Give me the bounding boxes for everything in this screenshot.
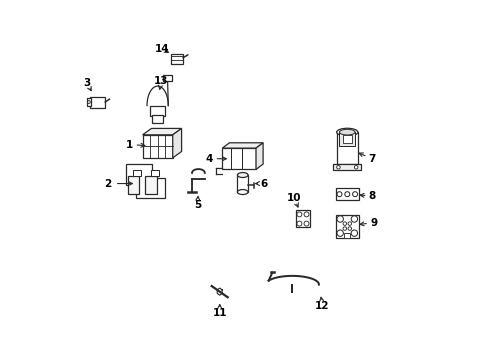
Polygon shape — [142, 135, 172, 158]
Text: 1: 1 — [125, 140, 133, 149]
Text: 13: 13 — [154, 76, 168, 86]
Circle shape — [336, 166, 340, 169]
Bar — [145, 176, 156, 194]
Bar — [332, 164, 361, 170]
Circle shape — [296, 221, 301, 226]
Ellipse shape — [339, 129, 354, 135]
Text: 12: 12 — [315, 301, 329, 311]
Bar — [90, 97, 105, 108]
Polygon shape — [222, 148, 256, 169]
Bar — [127, 176, 139, 194]
Circle shape — [347, 227, 351, 230]
Text: 7: 7 — [367, 154, 375, 164]
Bar — [237, 175, 247, 192]
Bar — [152, 116, 163, 123]
Bar — [163, 75, 171, 81]
Bar — [170, 54, 183, 64]
Bar — [335, 215, 358, 238]
Bar — [336, 132, 357, 164]
Text: 2: 2 — [104, 179, 111, 189]
Text: 5: 5 — [194, 200, 201, 210]
Bar — [149, 105, 165, 116]
Polygon shape — [125, 164, 164, 198]
Bar — [151, 170, 159, 176]
Circle shape — [350, 230, 357, 237]
Polygon shape — [256, 143, 263, 169]
Text: 10: 10 — [286, 193, 301, 203]
Circle shape — [347, 222, 351, 225]
Circle shape — [344, 192, 349, 197]
Bar — [343, 135, 351, 143]
Text: 11: 11 — [212, 308, 226, 318]
Circle shape — [304, 221, 308, 226]
Circle shape — [296, 212, 301, 217]
Text: 9: 9 — [369, 217, 377, 228]
Text: 14: 14 — [155, 44, 169, 54]
Text: 8: 8 — [368, 191, 375, 201]
Circle shape — [350, 216, 357, 222]
Bar — [339, 132, 354, 146]
Bar — [133, 170, 141, 176]
Bar — [335, 188, 358, 201]
Polygon shape — [172, 129, 181, 158]
Text: 3: 3 — [83, 77, 90, 87]
Circle shape — [336, 230, 343, 237]
Text: 4: 4 — [205, 154, 212, 164]
Circle shape — [354, 166, 357, 169]
Circle shape — [343, 222, 346, 225]
Ellipse shape — [336, 128, 357, 136]
Bar — [344, 233, 349, 238]
Circle shape — [336, 216, 343, 222]
Polygon shape — [142, 129, 181, 135]
Polygon shape — [222, 143, 263, 148]
Circle shape — [343, 227, 346, 230]
Bar — [86, 99, 91, 105]
Circle shape — [304, 212, 308, 217]
Circle shape — [336, 192, 341, 197]
Ellipse shape — [237, 172, 247, 177]
Bar — [296, 211, 309, 228]
Circle shape — [352, 192, 357, 197]
Text: 6: 6 — [260, 179, 267, 189]
Ellipse shape — [237, 190, 247, 194]
